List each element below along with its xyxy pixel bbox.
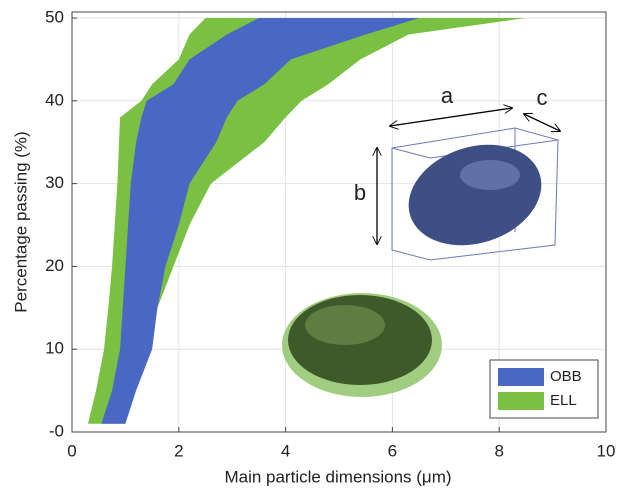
legend-label: OBB [550,368,582,385]
annotation: b [354,180,366,205]
x-tick-label: 6 [388,441,397,460]
legend-swatch [498,368,544,386]
annotation: c [537,85,548,110]
legend-label: ELL [550,392,577,409]
y-axis-label: Percentage passing (%) [11,131,30,312]
y-tick-label: -0 [49,421,64,440]
obb-highlight [460,160,520,190]
x-tick-label: 10 [597,441,616,460]
y-tick-label: 30 [45,173,64,192]
x-axis-label: Main particle dimensions (μm) [224,467,451,486]
y-tick-label: 20 [45,256,64,275]
x-tick-label: 2 [174,441,183,460]
y-tick-label: 50 [45,7,64,26]
y-tick-label: 40 [45,90,64,109]
annotation: a [441,83,454,108]
chart: a b c OBB ELL Main particle dimensions (μ… [0,0,620,492]
x-tick-label: 0 [67,441,76,460]
x-tick-label: 8 [494,441,503,460]
x-tick-label: 4 [281,441,290,460]
legend-swatch [498,392,544,410]
legend: OBB ELL [490,360,598,418]
y-tick-label: 10 [45,339,64,358]
ell-highlight [305,305,385,345]
